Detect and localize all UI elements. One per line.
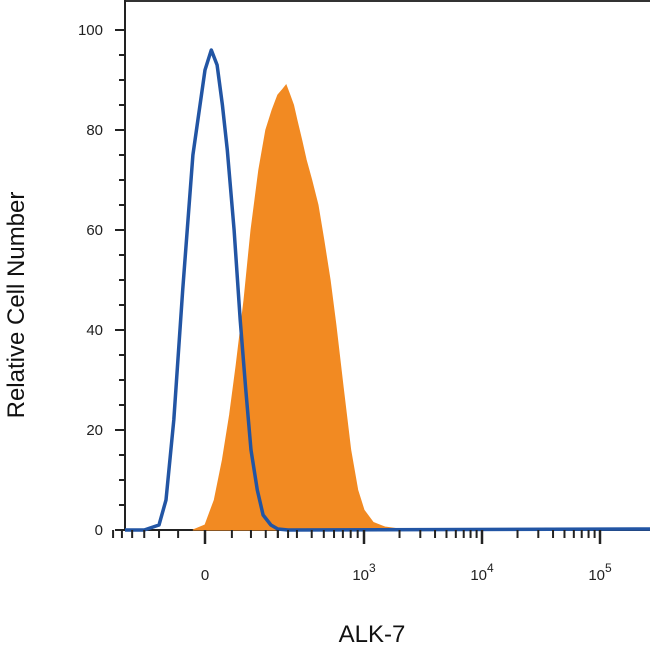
- histogram-filled-series: [192, 84, 447, 531]
- x-tick-label: 103: [352, 561, 376, 584]
- y-tick-label: 60: [86, 222, 103, 239]
- y-tick-label: 40: [86, 322, 103, 339]
- y-tick-label: 20: [86, 422, 103, 439]
- y-tick-label: 0: [95, 522, 103, 539]
- x-tick-label: 104: [470, 561, 494, 584]
- axes-layer: 0 20 40 60 80 100 0 103 104 105: [78, 22, 612, 584]
- y-tick-label: 80: [86, 122, 103, 139]
- x-tick-label: 105: [588, 561, 612, 584]
- histogram-outline-series: [125, 48, 650, 532]
- x-axis-label: ALK-7: [339, 621, 406, 648]
- x-tick-label: 0: [201, 567, 209, 584]
- series-layer: [125, 48, 650, 532]
- y-tick-label: 100: [78, 22, 103, 39]
- y-axis-label: Relative Cell Number: [3, 192, 30, 419]
